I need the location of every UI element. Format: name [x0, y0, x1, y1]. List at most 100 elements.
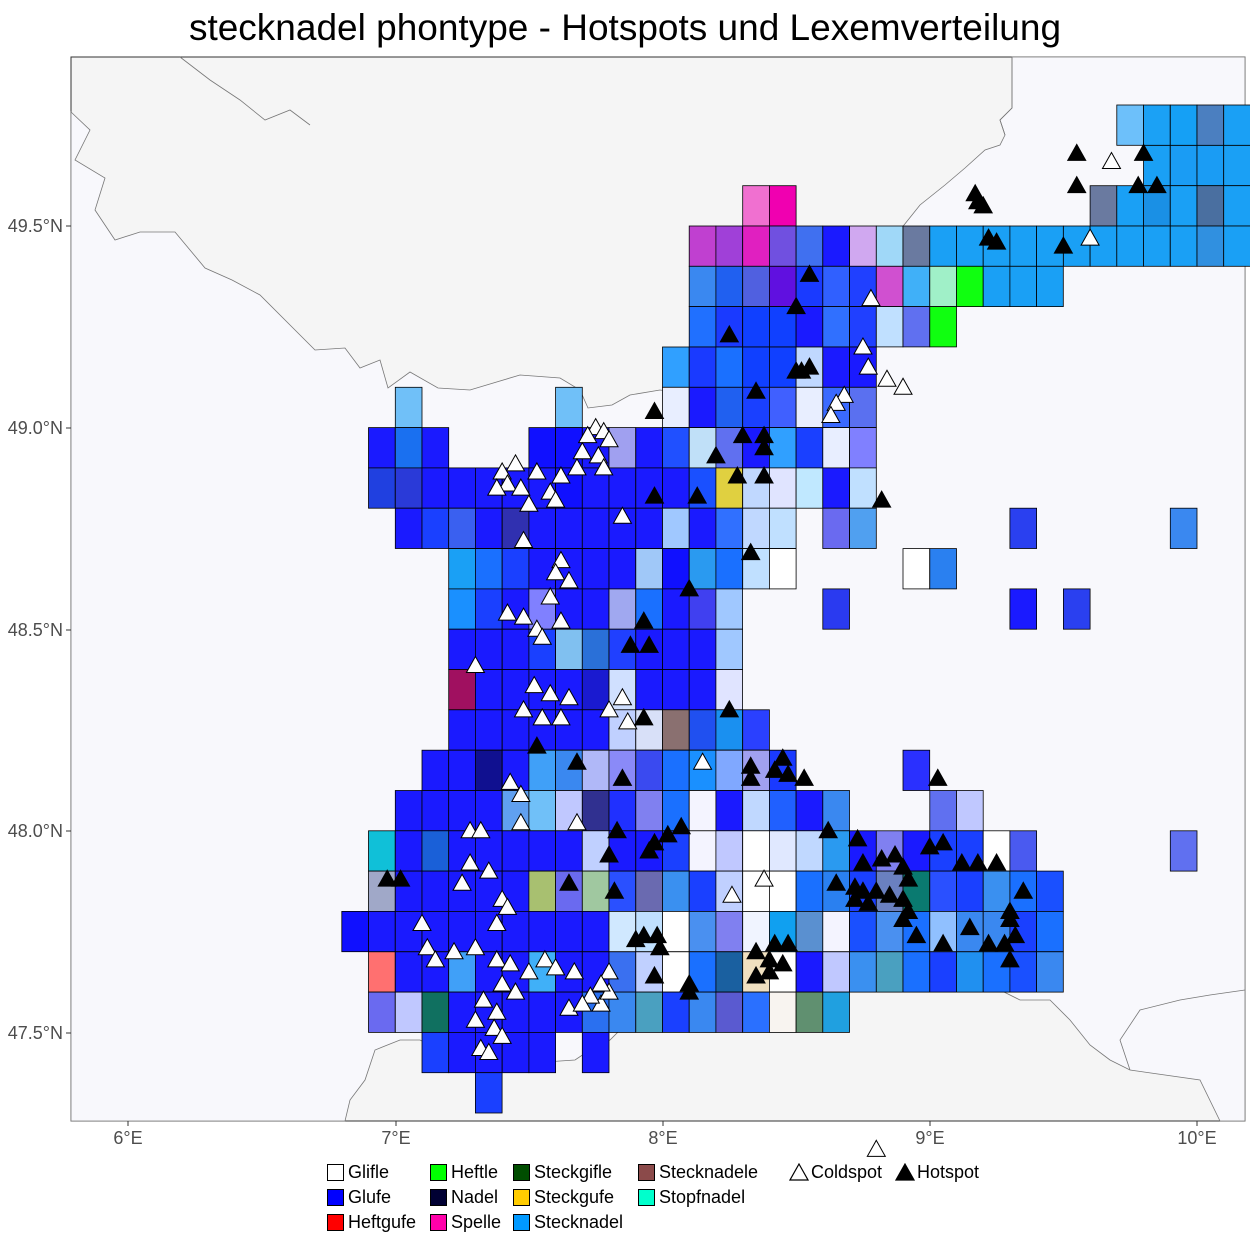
grid-cell — [902, 951, 931, 993]
grid-cell — [688, 507, 717, 549]
grid-cell — [581, 588, 610, 630]
grid-cell — [769, 386, 797, 428]
coldspot-marker — [540, 683, 561, 702]
grid-cell — [875, 951, 904, 993]
grid-cell — [822, 265, 850, 307]
grid-cell — [822, 427, 850, 469]
grid-cell — [662, 749, 690, 791]
grid-cell — [795, 427, 824, 469]
coldspot-marker — [511, 812, 531, 831]
coldspot-marker — [599, 699, 619, 718]
grid-cell — [769, 265, 797, 307]
grid-cell — [715, 507, 744, 549]
grid-cell — [448, 507, 476, 549]
grid-cell — [795, 225, 824, 267]
grid-cell — [581, 870, 610, 912]
grid-cell — [715, 265, 744, 307]
grid-cell — [501, 911, 530, 953]
grid-cell — [421, 507, 450, 549]
grid-cell — [929, 225, 957, 267]
open-triangle-icon — [789, 1163, 809, 1181]
grid-cell — [769, 346, 797, 388]
hotspot-marker — [794, 768, 814, 786]
grid-cell — [368, 830, 396, 872]
coldspot-marker — [444, 941, 464, 960]
grid-cell — [421, 467, 450, 509]
grid-cell — [742, 507, 770, 549]
grid-cell — [394, 507, 423, 549]
hotspot-marker — [625, 929, 646, 948]
grid-cell — [1223, 104, 1250, 146]
grid-cell — [1009, 830, 1038, 872]
y-tick-label: 48.0°N — [8, 821, 63, 841]
hotspot-marker — [933, 832, 953, 851]
grid-cell — [421, 830, 450, 872]
coldspot-marker — [545, 562, 566, 581]
grid-cell — [769, 548, 797, 590]
grid-cell — [742, 265, 770, 307]
grid-cell — [715, 830, 744, 872]
coldspot-marker — [465, 655, 486, 673]
legend-label: Stopfnadel — [659, 1186, 746, 1207]
grid-cell — [875, 306, 904, 348]
grid-cell — [608, 548, 637, 590]
grid-cell — [902, 306, 931, 348]
grid-cell — [982, 265, 1011, 307]
country-border-east — [999, 57, 1246, 1071]
grid-cell — [608, 467, 637, 509]
coldspot-marker — [497, 474, 518, 492]
grid-cell — [715, 951, 744, 993]
grid-cell — [501, 548, 530, 590]
hotspot-marker — [746, 941, 766, 960]
legend-item-hotspot: Hotspot — [895, 1160, 979, 1184]
grid-cell — [1063, 588, 1091, 630]
coldspot-marker — [486, 478, 507, 496]
grid-cell — [528, 830, 557, 872]
legend-label: Glifle — [348, 1161, 390, 1182]
legend-key-heftgufe — [327, 1213, 344, 1231]
coldspot-marker — [478, 861, 499, 879]
legend-label: Steckgifle — [534, 1161, 613, 1182]
legend-label: Coldspot — [811, 1161, 883, 1182]
coldspot-marker — [484, 1018, 504, 1036]
grid-cell — [1089, 225, 1118, 267]
grid-cell — [662, 346, 690, 388]
hotspot-marker — [968, 191, 988, 210]
coldspot-marker — [473, 990, 494, 1008]
grid-cell — [688, 709, 717, 751]
grid-cell — [769, 507, 797, 549]
grid-cell — [1143, 104, 1171, 146]
coldspot-marker — [486, 949, 507, 968]
coldspot-marker — [1101, 151, 1122, 169]
x-axis: 6°E 7°E 8°E 9°E 10°E — [113, 1121, 1217, 1148]
grid-cell — [929, 265, 957, 307]
hotspot-marker — [644, 486, 665, 504]
hotspot-marker — [599, 844, 619, 863]
hotspot-marker — [968, 853, 988, 871]
grid-cell — [474, 628, 503, 670]
coldspot-marker — [861, 288, 881, 307]
legend-item-stecknadel: Stecknadel — [513, 1210, 623, 1234]
hotspot-marker — [933, 933, 953, 952]
grid-cell — [581, 749, 610, 791]
grid-cell — [581, 790, 610, 832]
legend-item-steckgufe: Steckgufe — [513, 1185, 614, 1209]
hotspot-marker — [746, 381, 766, 399]
hotspot-marker — [893, 857, 913, 875]
hotspot-marker — [644, 401, 665, 419]
hotspot-marker — [818, 820, 839, 839]
hotspot-marker — [1000, 949, 1020, 968]
y-tick-label: 49.0°N — [8, 418, 63, 438]
hotspot-marker — [1147, 175, 1167, 194]
hotspot-marker — [853, 853, 873, 871]
grid-cell — [581, 548, 610, 590]
coldspot-marker — [513, 530, 534, 548]
grid-cell — [1223, 185, 1250, 227]
coldspot-marker — [497, 603, 518, 621]
hotspot-marker — [978, 933, 999, 952]
coldspot-marker — [593, 457, 614, 476]
coldspot-marker — [511, 478, 531, 496]
grid-cell — [528, 427, 557, 469]
hotspot-marker — [772, 748, 793, 766]
grid-cell — [555, 628, 583, 670]
